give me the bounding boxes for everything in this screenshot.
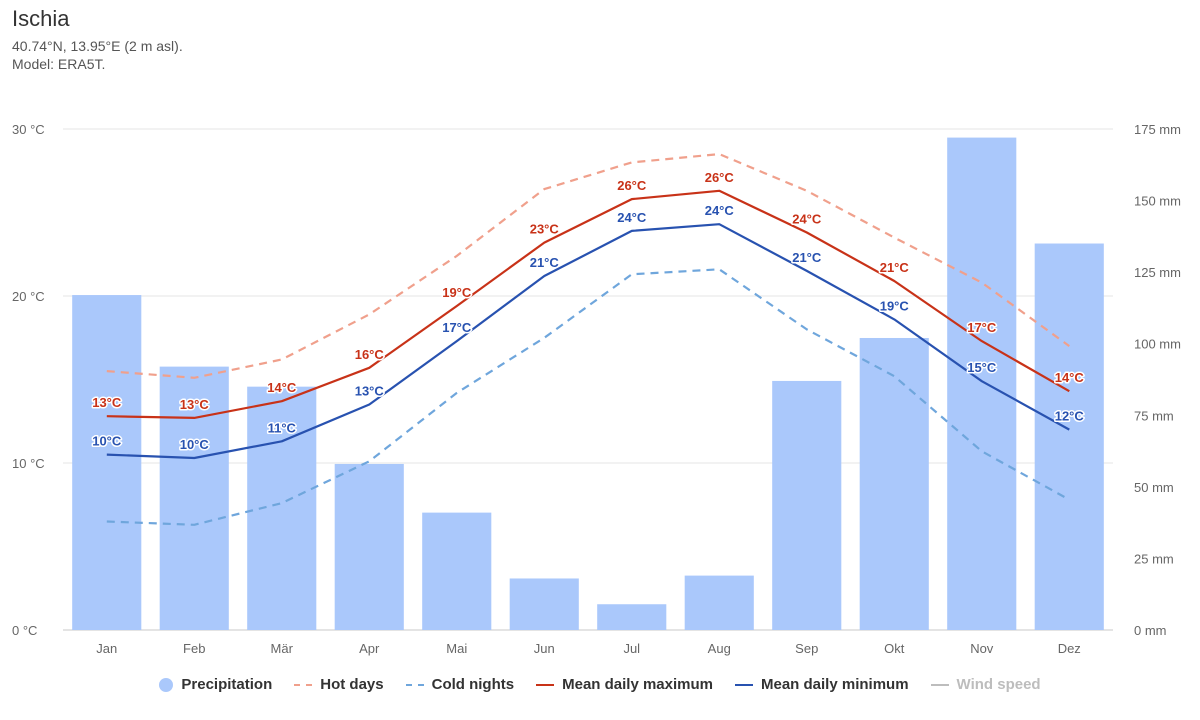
mean-daily-minimum-data-label: 24°C bbox=[617, 210, 647, 225]
mean-daily-maximum-data-label: 21°C bbox=[880, 260, 910, 275]
model-subtitle: Model: ERA5T. bbox=[12, 56, 106, 72]
y-right-tick-label: 0 mm bbox=[1134, 623, 1167, 638]
x-tick-label: Okt bbox=[884, 641, 905, 656]
legend-label: Precipitation bbox=[181, 676, 273, 693]
legend-circle-symbol bbox=[159, 677, 174, 692]
legend-label: Wind speed bbox=[956, 676, 1041, 693]
mean-daily-maximum-data-label: 26°C bbox=[705, 170, 735, 185]
legend-label: Hot days bbox=[320, 676, 384, 693]
precipitation-bar bbox=[947, 137, 1017, 631]
mean-daily-maximum-data-label: 19°C bbox=[442, 285, 472, 300]
x-tick-label: Apr bbox=[359, 641, 380, 656]
x-tick-label: Sep bbox=[795, 641, 818, 656]
x-tick-label: Nov bbox=[970, 641, 994, 656]
precipitation-bar bbox=[684, 575, 754, 630]
precipitation-bar bbox=[334, 463, 404, 630]
legend-item-cold-nights[interactable]: Cold nights bbox=[405, 676, 515, 693]
y-right-tick-label: 25 mm bbox=[1134, 551, 1174, 566]
mean-daily-minimum-data-label: 13°C bbox=[355, 384, 385, 399]
y-left-tick-label: 20 °C bbox=[12, 289, 45, 304]
legend-item-mean-daily-minimum[interactable]: Mean daily minimum bbox=[735, 676, 909, 693]
mean-daily-maximum-data-label: 14°C bbox=[267, 380, 297, 395]
legend-label: Mean daily maximum bbox=[562, 676, 713, 693]
precipitation-bar bbox=[597, 604, 667, 630]
mean-daily-maximum-data-label: 16°C bbox=[355, 347, 385, 362]
location-subtitle: 40.74°N, 13.95°E (2 m asl). bbox=[12, 38, 183, 54]
precipitation-bar bbox=[772, 380, 842, 630]
mean-daily-maximum-data-label: 24°C bbox=[792, 212, 822, 227]
hot-days-line bbox=[106, 153, 1070, 379]
mean-daily-maximum-data-label: 13°C bbox=[92, 395, 122, 410]
mean-daily-minimum-data-label: 19°C bbox=[880, 298, 910, 313]
precipitation-bar bbox=[159, 366, 229, 630]
x-tick-label: Aug bbox=[708, 641, 731, 656]
precipitation-bar bbox=[1034, 243, 1104, 630]
legend-item-precipitation[interactable]: Precipitation bbox=[159, 676, 272, 693]
legend-label: Cold nights bbox=[431, 676, 515, 693]
climate-chart: 0 °C 10 °C 20 °C 30 °C 0 mm 25 mm 50 mm 75 mm 10… bbox=[12, 122, 1181, 656]
x-tick-label: Feb bbox=[183, 641, 205, 656]
precipitation-bar bbox=[422, 512, 492, 630]
precipitation-bar bbox=[72, 295, 142, 630]
mean-daily-minimum-data-label: 21°C bbox=[792, 250, 822, 265]
y-left-tick-label: 10 °C bbox=[12, 456, 45, 471]
y-right-tick-label: 175 mm bbox=[1134, 122, 1181, 137]
precipitation-bar bbox=[509, 578, 579, 630]
legend-line-symbol bbox=[930, 683, 949, 686]
x-tick-label: Jul bbox=[623, 641, 640, 656]
x-tick-label: Jun bbox=[534, 641, 555, 656]
mean-daily-maximum-data-label: 23°C bbox=[530, 222, 560, 237]
mean-daily-minimum-data-label: 12°C bbox=[1055, 409, 1085, 424]
y-right-tick-label: 100 mm bbox=[1134, 337, 1181, 352]
legend-line-symbol bbox=[405, 683, 424, 686]
legend-label: Mean daily minimum bbox=[761, 676, 909, 693]
x-tick-label: Mär bbox=[271, 641, 294, 656]
mean-daily-maximum-data-label: 17°C bbox=[967, 320, 997, 335]
mean-daily-minimum-data-label: 11°C bbox=[268, 420, 297, 435]
chart-legend: Precipitation Hot days Cold nights Mean dai… bbox=[0, 676, 1200, 693]
y-right-tick-label: 50 mm bbox=[1134, 480, 1174, 495]
x-tick-label: Dez bbox=[1058, 641, 1081, 656]
mean-daily-minimum-data-label: 17°C bbox=[442, 320, 472, 335]
mean-daily-minimum-data-label: 10°C bbox=[92, 434, 122, 449]
legend-line-symbol bbox=[536, 683, 555, 686]
mean-daily-minimum-data-label: 15°C bbox=[967, 360, 997, 375]
y-left-tick-label: 30 °C bbox=[12, 122, 45, 137]
legend-line-symbol bbox=[735, 683, 753, 686]
legend-item-mean-daily-maximum[interactable]: Mean daily maximum bbox=[536, 676, 713, 693]
precipitation-bar bbox=[859, 337, 929, 630]
y-right-tick-label: 125 mm bbox=[1134, 265, 1181, 280]
y-right-tick-label: 75 mm bbox=[1134, 408, 1174, 423]
chart-title: Ischia bbox=[12, 6, 70, 31]
mean-daily-minimum-line bbox=[106, 223, 1070, 460]
mean-daily-minimum-data-label: 21°C bbox=[530, 255, 560, 270]
mean-daily-maximum-data-label: 13°C bbox=[180, 397, 210, 412]
x-tick-label: Mai bbox=[446, 641, 467, 656]
legend-line-symbol bbox=[294, 683, 313, 686]
mean-daily-minimum-data-label: 24°C bbox=[705, 203, 735, 218]
legend-item-hot-days[interactable]: Hot days bbox=[294, 676, 384, 693]
mean-daily-minimum-data-label: 10°C bbox=[180, 437, 210, 452]
mean-daily-maximum-line bbox=[106, 189, 1070, 419]
y-left-tick-label: 0 °C bbox=[12, 623, 37, 638]
x-tick-label: Jan bbox=[96, 641, 117, 656]
mean-daily-maximum-data-label: 26°C bbox=[617, 178, 647, 193]
legend-item-wind-speed[interactable]: Wind speed bbox=[930, 676, 1041, 693]
y-right-tick-label: 150 mm bbox=[1134, 194, 1181, 209]
mean-daily-maximum-data-label: 14°C bbox=[1055, 370, 1085, 385]
